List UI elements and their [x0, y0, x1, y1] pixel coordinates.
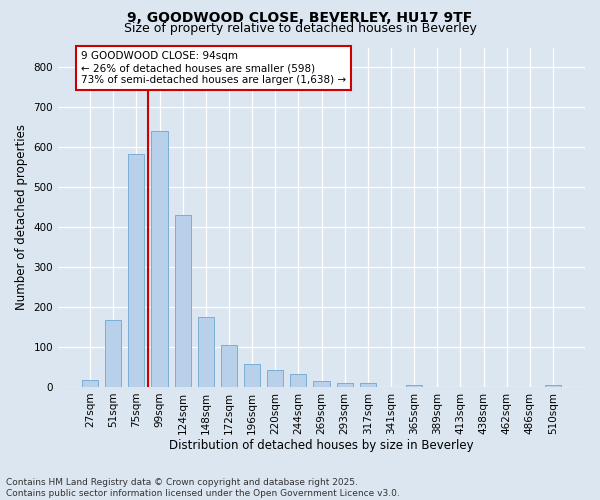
Text: Size of property relative to detached houses in Beverley: Size of property relative to detached ho… [124, 22, 476, 35]
Bar [313, 380, 329, 387]
X-axis label: Distribution of detached houses by size in Beverley: Distribution of detached houses by size … [169, 440, 474, 452]
Text: Contains HM Land Registry data © Crown copyright and database right 2025.
Contai: Contains HM Land Registry data © Crown c… [6, 478, 400, 498]
Bar [290, 374, 307, 387]
Bar [151, 131, 167, 387]
Y-axis label: Number of detached properties: Number of detached properties [15, 124, 28, 310]
Bar [198, 317, 214, 387]
Text: 9, GOODWOOD CLOSE, BEVERLEY, HU17 9TF: 9, GOODWOOD CLOSE, BEVERLEY, HU17 9TF [127, 11, 473, 25]
Bar [267, 370, 283, 387]
Bar [244, 364, 260, 387]
Text: 9 GOODWOOD CLOSE: 94sqm
← 26% of detached houses are smaller (598)
73% of semi-d: 9 GOODWOOD CLOSE: 94sqm ← 26% of detache… [81, 52, 346, 84]
Bar [221, 345, 237, 387]
Bar [406, 384, 422, 387]
Bar [128, 154, 145, 387]
Bar [82, 380, 98, 387]
Bar [175, 215, 191, 387]
Bar [337, 382, 353, 387]
Bar [105, 320, 121, 387]
Bar [545, 385, 561, 387]
Bar [360, 384, 376, 387]
